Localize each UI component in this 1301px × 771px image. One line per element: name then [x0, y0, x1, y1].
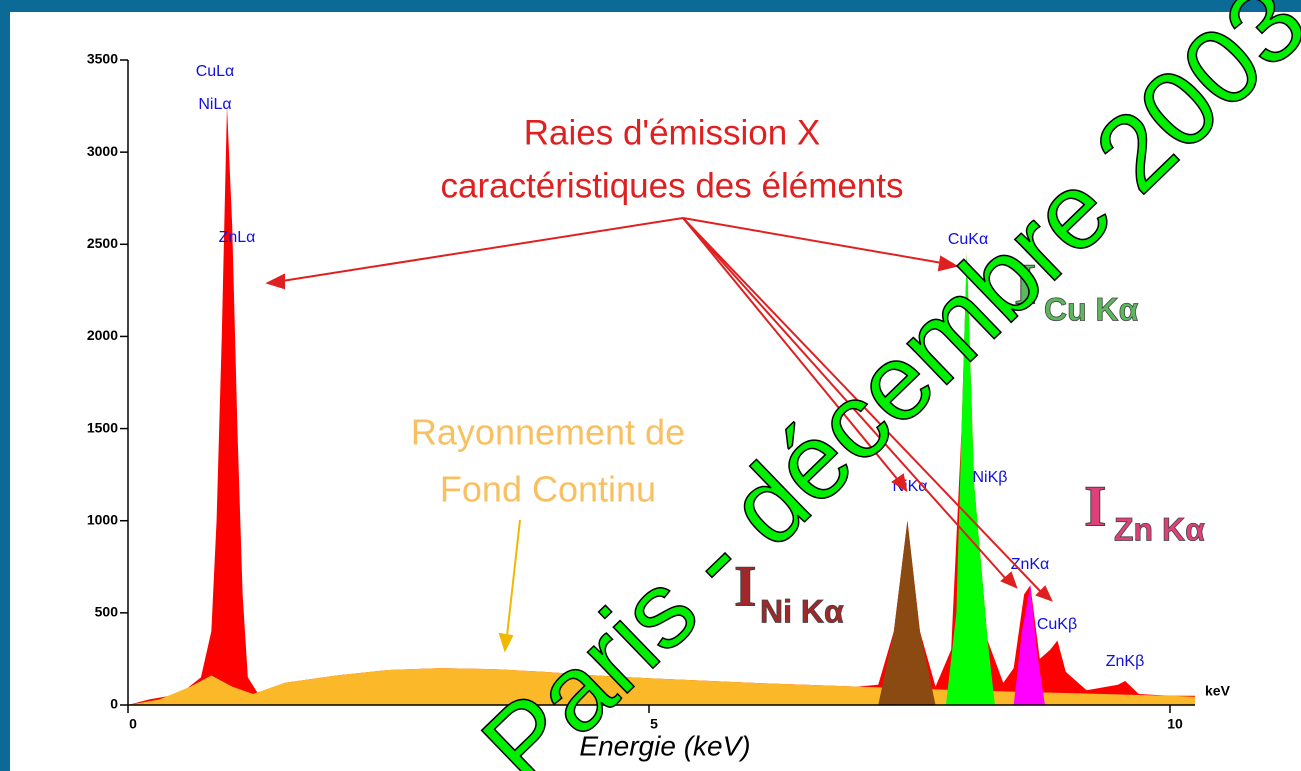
- y-tick-label: 3500: [87, 51, 118, 67]
- peak-label: ZnKα: [1011, 556, 1050, 573]
- intensity-symbol: I: [734, 553, 757, 618]
- arrows: [265, 217, 1053, 602]
- annotation: caractéristiques des éléments: [441, 166, 904, 205]
- intensity-subscript: Ni Kα: [760, 593, 844, 629]
- arrow: [506, 519, 521, 637]
- x-unit: keV: [1205, 683, 1231, 699]
- peak-label: NiKβ: [973, 469, 1008, 486]
- y-tick-label: 500: [95, 604, 119, 620]
- arrow-head: [265, 273, 285, 290]
- overlay: Raies d'émission X caractéristiques des é…: [265, 113, 1205, 653]
- spectrum-area: [878, 520, 936, 705]
- y-tick-label: 2000: [87, 327, 118, 343]
- intensity-subscript: Cu Kα: [1044, 291, 1139, 327]
- annotation: Rayonnement de: [411, 412, 685, 453]
- intensity-symbol: I: [1014, 251, 1037, 316]
- arrow-head: [1035, 585, 1053, 602]
- arrow-head: [498, 632, 514, 653]
- spectrum-area: [128, 106, 1195, 706]
- arrow: [682, 217, 1007, 580]
- arrow: [682, 217, 899, 481]
- y-tick-label: 1000: [87, 511, 118, 527]
- annotation: Raies d'émission X: [524, 113, 821, 152]
- arrow-head: [891, 473, 908, 493]
- peak-label: CuKα: [948, 231, 988, 248]
- arrow-head: [1000, 571, 1018, 589]
- peak-label: ZnKβ: [1106, 653, 1145, 670]
- arrow-head: [937, 255, 959, 272]
- y-tick-label: 3000: [87, 143, 118, 159]
- spectrum-area: [1013, 585, 1045, 705]
- x-tick-label: 5: [650, 716, 658, 732]
- y-tick-label: 0: [110, 696, 118, 712]
- intensity-subscript: Zn Kα: [1114, 511, 1205, 547]
- peak-label: CuLα: [196, 63, 235, 80]
- y-tick-label: 2500: [87, 235, 118, 251]
- arrow: [281, 217, 684, 282]
- intensity-symbol: I: [1084, 473, 1107, 538]
- arrow: [682, 217, 1042, 593]
- peak-label: ZnLα: [219, 229, 256, 246]
- plot: 0 500 1000 1500 2000 2500 3000 3500 0 5 10 keV Energ…: [87, 51, 1231, 762]
- peak-label: CuKβ: [1037, 616, 1077, 633]
- x-tick-label: 10: [1167, 716, 1183, 732]
- arrow: [682, 217, 943, 264]
- annotation: Fond Continu: [440, 469, 656, 510]
- arrow-continuum: [498, 519, 521, 653]
- y-tick-label: 1500: [87, 419, 118, 435]
- x-axis-label: Energie (keV): [579, 730, 750, 761]
- x-tick-label: 0: [129, 716, 137, 732]
- spectrum-area: [945, 253, 995, 705]
- peak-label: NiLα: [198, 96, 231, 113]
